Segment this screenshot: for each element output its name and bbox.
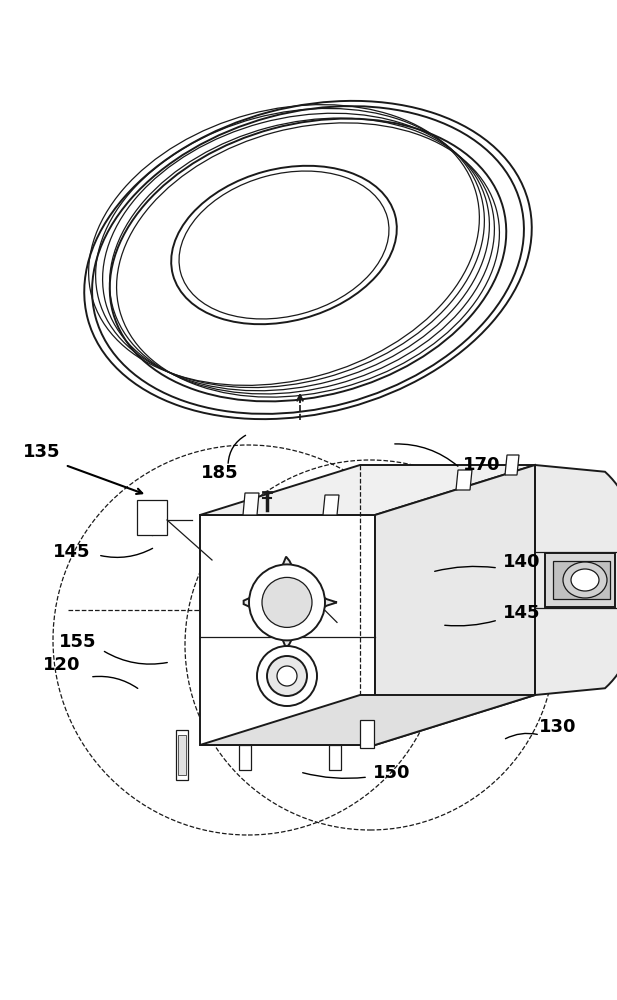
Polygon shape	[243, 493, 259, 515]
Polygon shape	[545, 553, 615, 607]
Ellipse shape	[257, 646, 317, 706]
Text: 145: 145	[503, 604, 540, 622]
Polygon shape	[176, 730, 188, 780]
Text: 155: 155	[59, 633, 97, 651]
Polygon shape	[178, 735, 186, 775]
Polygon shape	[323, 495, 339, 515]
Polygon shape	[505, 455, 519, 475]
Polygon shape	[200, 695, 535, 745]
Text: 135: 135	[23, 443, 60, 461]
Polygon shape	[360, 720, 374, 748]
Text: 130: 130	[539, 718, 577, 736]
Ellipse shape	[262, 577, 312, 627]
Ellipse shape	[277, 666, 297, 686]
Polygon shape	[200, 465, 535, 515]
Text: 145: 145	[53, 543, 91, 561]
Polygon shape	[329, 745, 341, 770]
Polygon shape	[239, 745, 251, 770]
Ellipse shape	[571, 569, 599, 591]
Polygon shape	[244, 557, 337, 648]
Polygon shape	[375, 465, 535, 745]
Ellipse shape	[85, 101, 532, 419]
Polygon shape	[137, 500, 167, 535]
Polygon shape	[535, 465, 617, 695]
Ellipse shape	[267, 656, 307, 696]
Text: 120: 120	[43, 656, 81, 674]
Text: 170: 170	[463, 456, 501, 474]
Polygon shape	[456, 470, 472, 490]
Ellipse shape	[249, 564, 325, 640]
Polygon shape	[200, 515, 375, 745]
Text: 185: 185	[201, 464, 239, 482]
Text: 150: 150	[373, 764, 411, 782]
Text: 140: 140	[503, 553, 540, 571]
Polygon shape	[553, 561, 610, 599]
Ellipse shape	[563, 562, 607, 598]
Ellipse shape	[171, 166, 397, 324]
